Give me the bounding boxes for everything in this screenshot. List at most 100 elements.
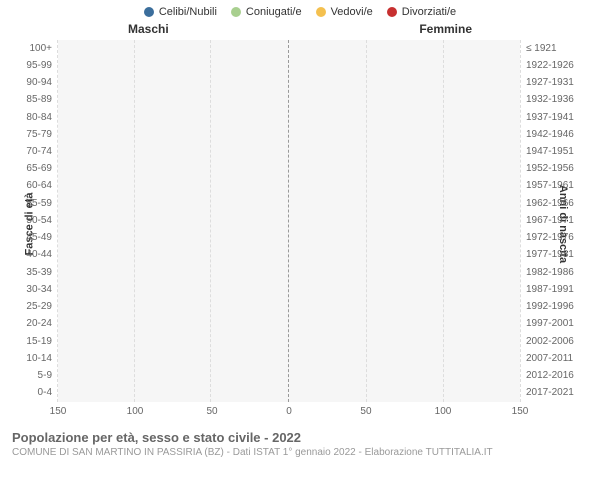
legend-label: Celibi/Nubili xyxy=(159,6,217,18)
x-tick: 100 xyxy=(127,406,144,417)
table-row xyxy=(58,128,288,141)
birth-label: 1992-1996 xyxy=(522,302,592,312)
table-row xyxy=(58,387,288,400)
legend-swatch xyxy=(231,7,241,17)
age-label: 75-79 xyxy=(8,130,56,140)
table-row xyxy=(58,146,288,159)
age-label: 40-44 xyxy=(8,250,56,260)
table-row xyxy=(289,352,520,365)
x-right: 50100150 xyxy=(289,406,520,422)
table-row xyxy=(58,301,288,314)
table-row xyxy=(289,77,520,90)
age-label: 45-49 xyxy=(8,233,56,243)
birth-label: 1927-1931 xyxy=(522,78,592,88)
birth-label: 1977-1981 xyxy=(522,250,592,260)
age-label: 90-94 xyxy=(8,78,56,88)
table-row xyxy=(58,94,288,107)
chart-container: Celibi/Nubili Coniugati/e Vedovi/e Divorzia… xyxy=(0,0,600,500)
table-row xyxy=(58,163,288,176)
birth-labels: ≤ 19211922-19261927-19311932-19361937-19… xyxy=(522,40,592,402)
table-row xyxy=(58,318,288,331)
birth-label: 1972-1976 xyxy=(522,233,592,243)
female-half xyxy=(289,40,520,402)
x-tick: 100 xyxy=(435,406,452,417)
x-left: 050100150 xyxy=(58,406,289,422)
plot-area xyxy=(58,40,520,402)
footer: Popolazione per età, sesso e stato civil… xyxy=(8,430,592,458)
table-row xyxy=(58,197,288,210)
birth-label: ≤ 1921 xyxy=(522,44,592,54)
table-row xyxy=(289,214,520,227)
age-labels: 100+95-9990-9485-8980-8475-7970-7465-696… xyxy=(8,40,56,402)
table-row xyxy=(289,59,520,72)
birth-label: 2012-2016 xyxy=(522,371,592,381)
table-row xyxy=(289,301,520,314)
table-row xyxy=(289,283,520,296)
female-heading: Femmine xyxy=(419,22,472,36)
table-row xyxy=(289,111,520,124)
table-row xyxy=(58,232,288,245)
x-tick: 150 xyxy=(50,406,67,417)
table-row xyxy=(58,214,288,227)
table-row xyxy=(58,77,288,90)
birth-label: 1997-2001 xyxy=(522,319,592,329)
table-row xyxy=(289,387,520,400)
table-row xyxy=(58,249,288,262)
age-label: 15-19 xyxy=(8,337,56,347)
chart-title: Popolazione per età, sesso e stato civil… xyxy=(12,430,588,445)
male-rows xyxy=(58,40,288,402)
birth-label: 2002-2006 xyxy=(522,337,592,347)
age-label: 80-84 xyxy=(8,113,56,123)
legend-label: Divorziati/e xyxy=(402,6,456,18)
legend-label: Coniugati/e xyxy=(246,6,302,18)
age-label: 65-69 xyxy=(8,164,56,174)
male-heading: Maschi xyxy=(128,22,169,36)
age-label: 100+ xyxy=(8,44,56,54)
age-label: 0-4 xyxy=(8,388,56,398)
age-label: 35-39 xyxy=(8,268,56,278)
age-label: 70-74 xyxy=(8,147,56,157)
table-row xyxy=(58,42,288,55)
legend-swatch xyxy=(144,7,154,17)
table-row xyxy=(58,335,288,348)
age-label: 85-89 xyxy=(8,95,56,105)
birth-label: 1952-1956 xyxy=(522,164,592,174)
chart-subtitle: COMUNE DI SAN MARTINO IN PASSIRIA (BZ) -… xyxy=(12,447,588,458)
birth-label: 1987-1991 xyxy=(522,285,592,295)
age-label: 50-54 xyxy=(8,216,56,226)
table-row xyxy=(289,180,520,193)
birth-label: 1957-1961 xyxy=(522,181,592,191)
x-tick: 50 xyxy=(360,406,371,417)
table-row xyxy=(58,352,288,365)
age-label: 10-14 xyxy=(8,354,56,364)
table-row xyxy=(58,59,288,72)
table-row xyxy=(289,42,520,55)
legend-item: Celibi/Nubili xyxy=(144,6,217,18)
birth-label: 1937-1941 xyxy=(522,113,592,123)
legend-item: Divorziati/e xyxy=(387,6,456,18)
table-row xyxy=(289,335,520,348)
x-tick: 50 xyxy=(206,406,217,417)
gridline xyxy=(520,40,521,402)
chart-frame: Maschi Femmine Fasce di età Anni di nasc… xyxy=(8,22,592,426)
birth-label: 1947-1951 xyxy=(522,147,592,157)
table-row xyxy=(289,232,520,245)
birth-label: 1922-1926 xyxy=(522,61,592,71)
x-axis-labels: 050100150 50100150 xyxy=(58,406,520,422)
table-row xyxy=(58,111,288,124)
legend-label: Vedovi/e xyxy=(331,6,373,18)
table-row xyxy=(289,249,520,262)
birth-label: 2017-2021 xyxy=(522,388,592,398)
legend: Celibi/Nubili Coniugati/e Vedovi/e Divorzia… xyxy=(8,6,592,18)
table-row xyxy=(58,283,288,296)
table-row xyxy=(289,163,520,176)
legend-item: Vedovi/e xyxy=(316,6,373,18)
table-row xyxy=(289,318,520,331)
age-label: 55-59 xyxy=(8,199,56,209)
table-row xyxy=(289,94,520,107)
age-label: 30-34 xyxy=(8,285,56,295)
birth-label: 1967-1971 xyxy=(522,216,592,226)
female-rows xyxy=(289,40,520,402)
age-label: 5-9 xyxy=(8,371,56,381)
male-half xyxy=(58,40,289,402)
